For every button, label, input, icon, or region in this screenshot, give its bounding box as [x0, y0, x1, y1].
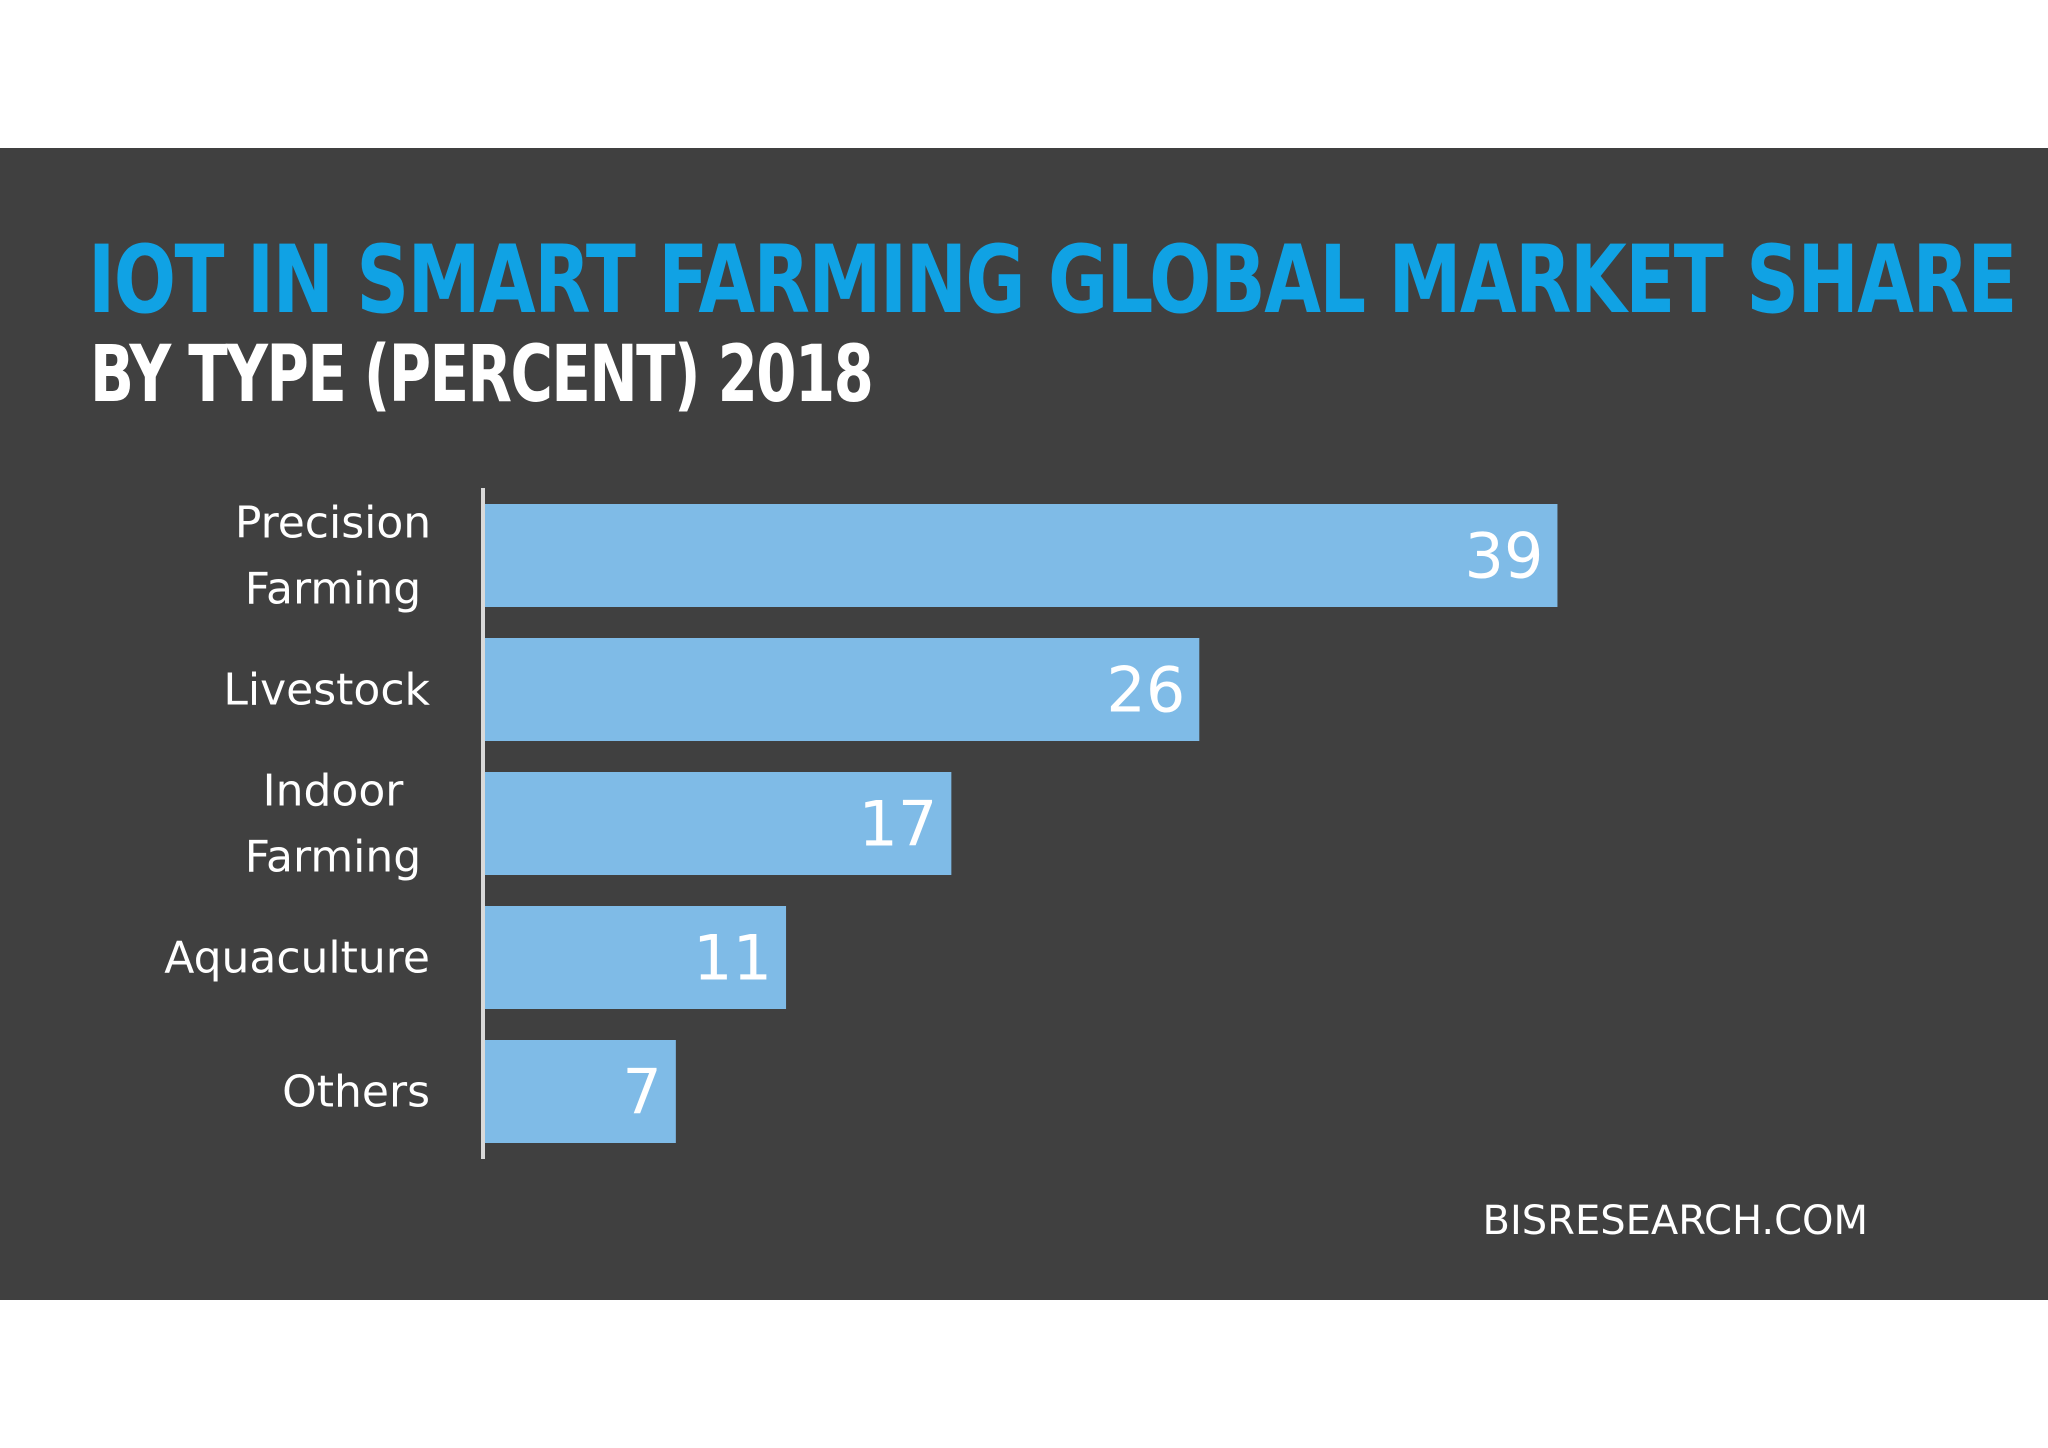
category-label-3: Aquaculture	[164, 933, 430, 984]
category-label-2: Indoor Farming	[245, 766, 421, 883]
chart-title: IOT IN SMART FARMING GLOBAL MARKET SHARE	[88, 226, 2017, 335]
source-credit: BISRESEARCH.COM	[1482, 1198, 1868, 1244]
value-label-2: 17	[858, 788, 937, 861]
category-label-4: Others	[282, 1067, 430, 1118]
value-label-4: 7	[622, 1056, 661, 1129]
bar-3	[483, 906, 787, 1009]
category-label-line: Livestock	[223, 665, 430, 716]
value-label-1: 26	[1106, 654, 1185, 727]
bar-0	[483, 504, 1558, 607]
category-label-0: Precision Farming	[235, 498, 431, 615]
chart-subtitle: BY TYPE (PERCENT) 2018	[90, 330, 874, 420]
category-label-line: Indoor	[263, 766, 405, 817]
bar-1	[483, 638, 1200, 741]
bar-4	[483, 1040, 676, 1143]
category-label-line: Farming	[245, 832, 421, 883]
value-label-3: 11	[693, 922, 772, 995]
category-label-line: Farming	[245, 564, 421, 615]
category-label-line: Others	[282, 1067, 430, 1118]
bar-2	[483, 772, 952, 875]
category-label-line: Aquaculture	[164, 933, 430, 984]
value-label-0: 39	[1465, 520, 1544, 593]
category-label-line: Precision	[235, 498, 431, 549]
chart-panel: IOT IN SMART FARMING GLOBAL MARKET SHARE…	[0, 148, 2048, 1300]
category-label-1: Livestock	[223, 665, 430, 716]
bar-chart: 39 Precision Farming 26 Livestock 17 Indoor Far…	[164, 488, 1558, 1159]
